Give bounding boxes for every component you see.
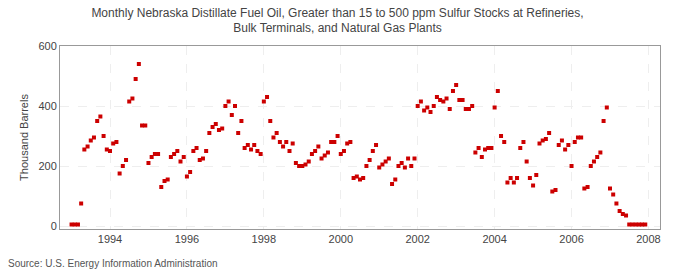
- svg-text:2000: 2000: [329, 233, 353, 245]
- svg-text:Thousand Barrels: Thousand Barrels: [18, 94, 30, 181]
- svg-text:1998: 1998: [252, 233, 276, 245]
- svg-text:2002: 2002: [405, 233, 429, 245]
- svg-text:0: 0: [51, 220, 57, 232]
- svg-text:600: 600: [38, 40, 56, 52]
- svg-text:2004: 2004: [482, 233, 506, 245]
- svg-text:Source: U.S. Energy Informatio: Source: U.S. Energy Information Administ…: [8, 258, 218, 269]
- svg-text:1996: 1996: [175, 233, 199, 245]
- svg-text:200: 200: [38, 160, 56, 172]
- svg-text:2008: 2008: [636, 233, 660, 245]
- svg-text:1994: 1994: [98, 233, 122, 245]
- svg-text:2006: 2006: [559, 233, 583, 245]
- svg-text:Monthly Nebraska Distillate Fu: Monthly Nebraska Distillate Fuel Oil, Gr…: [91, 6, 583, 36]
- svg-text:400: 400: [38, 100, 56, 112]
